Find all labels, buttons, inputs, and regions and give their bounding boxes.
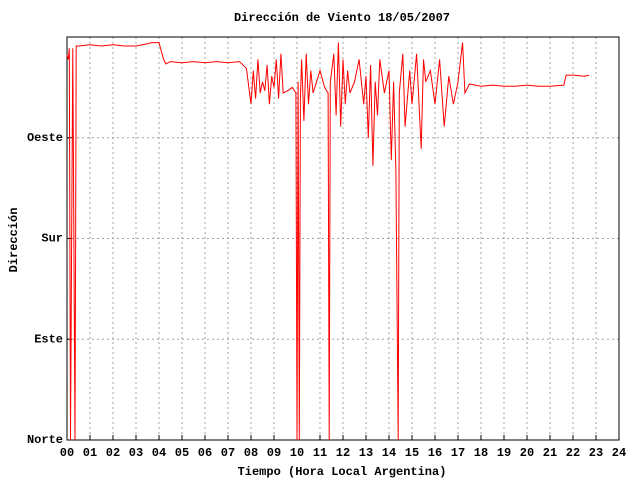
x-tick-label: 24 xyxy=(612,446,626,460)
x-tick-label: 13 xyxy=(359,446,373,460)
y-tick-label: Norte xyxy=(27,433,63,447)
y-axis-label: Dirección xyxy=(7,208,21,273)
data-line xyxy=(66,42,590,441)
x-tick-label: 05 xyxy=(175,446,189,460)
x-tick-label: 23 xyxy=(589,446,603,460)
x-tick-label: 06 xyxy=(198,446,212,460)
x-tick-label: 14 xyxy=(382,446,396,460)
x-tick-label: 07 xyxy=(221,446,235,460)
x-tick-label: 01 xyxy=(83,446,97,460)
x-tick-label: 15 xyxy=(405,446,419,460)
x-tick-label: 10 xyxy=(290,446,304,460)
x-axis-label: Tiempo (Hora Local Argentina) xyxy=(238,465,447,479)
x-tick-label: 19 xyxy=(497,446,511,460)
plot-border xyxy=(66,36,620,441)
x-tick-label: 17 xyxy=(451,446,465,460)
x-tick-label: 08 xyxy=(244,446,258,460)
x-tick-label: 18 xyxy=(474,446,488,460)
x-tick-label: 12 xyxy=(336,446,350,460)
x-tick-label: 11 xyxy=(313,446,327,460)
chart-title: Dirección de Viento 18/05/2007 xyxy=(234,11,450,25)
x-tick-label: 21 xyxy=(543,446,557,460)
x-tick-label: 16 xyxy=(428,446,442,460)
x-tick-label: 02 xyxy=(106,446,120,460)
x-tick-label: 20 xyxy=(520,446,534,460)
y-tick-label: Este xyxy=(34,332,63,346)
x-tick-label: 00 xyxy=(60,446,74,460)
x-tick-label: 09 xyxy=(267,446,281,460)
x-tick-label: 22 xyxy=(566,446,580,460)
x-tick-label: 04 xyxy=(152,446,166,460)
y-tick-label: Oeste xyxy=(27,131,63,145)
y-tick-label: Sur xyxy=(41,232,63,246)
x-tick-label: 03 xyxy=(129,446,143,460)
